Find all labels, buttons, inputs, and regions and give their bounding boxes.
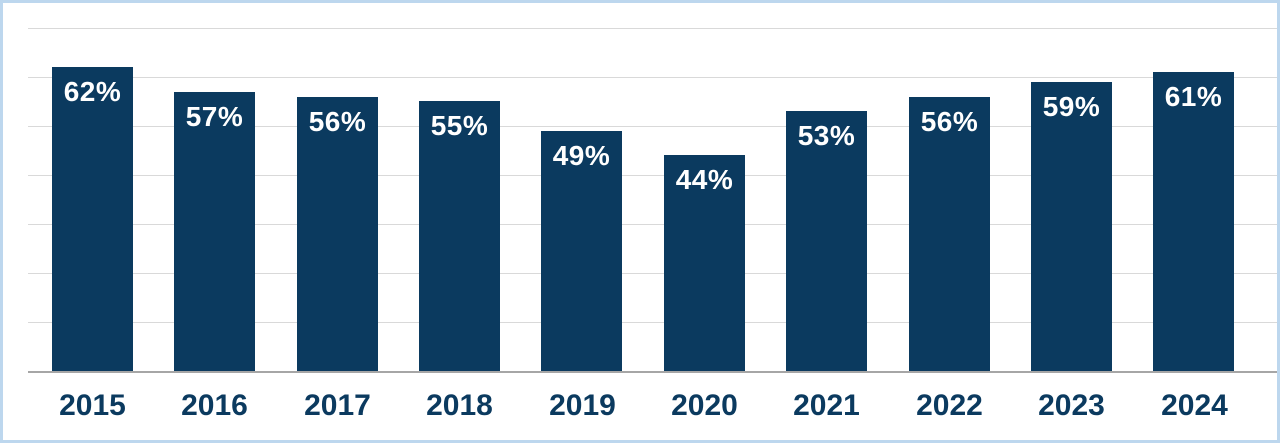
x-axis-label-2017: 2017 [304,389,371,422]
bar-2023: 59% [1031,82,1112,371]
gridline-10 [28,322,1277,323]
bar-value-label: 53% [797,120,856,151]
bar-value-label: 56% [308,106,367,137]
bar-value-label: 44% [675,164,734,195]
bar-2022: 56% [909,97,990,371]
bar-2020: 44% [664,155,745,371]
gridline-50 [28,126,1277,127]
x-axis-label-2021: 2021 [793,389,860,422]
gridline-40 [28,175,1277,176]
bar-value-label: 55% [430,110,489,141]
bar-2021: 53% [786,111,867,371]
bar-value-label: 62% [63,76,122,107]
bar-2016: 57% [174,92,255,371]
bar-2018: 55% [419,101,500,371]
x-axis-label-2019: 2019 [549,389,616,422]
gridline-30 [28,224,1277,225]
bar-value-label: 57% [185,101,244,132]
bar-2024: 61% [1153,72,1234,371]
bar-value-label: 49% [552,140,611,171]
bar-2019: 49% [541,131,622,371]
x-axis-label-2023: 2023 [1038,389,1105,422]
gridline-20 [28,273,1277,274]
bar-value-label: 59% [1042,91,1101,122]
x-axis-label-2015: 2015 [59,389,126,422]
bar-value-label: 61% [1164,81,1223,112]
x-axis-label-2018: 2018 [426,389,493,422]
x-axis-label-2022: 2022 [916,389,983,422]
x-axis-label-2016: 2016 [181,389,248,422]
bar-2017: 56% [297,97,378,371]
bar-2015: 62% [52,67,133,371]
x-axis-label-2020: 2020 [671,389,738,422]
gridline-70 [28,28,1277,29]
plot-area: 62% 2015 57% 2016 56% 2017 55% 2018 49% 2019 44% 20… [3,3,1277,440]
x-axis-line [28,371,1277,373]
gridline-60 [28,77,1277,78]
bar-value-label: 56% [920,106,979,137]
x-axis-label-2024: 2024 [1161,389,1228,422]
